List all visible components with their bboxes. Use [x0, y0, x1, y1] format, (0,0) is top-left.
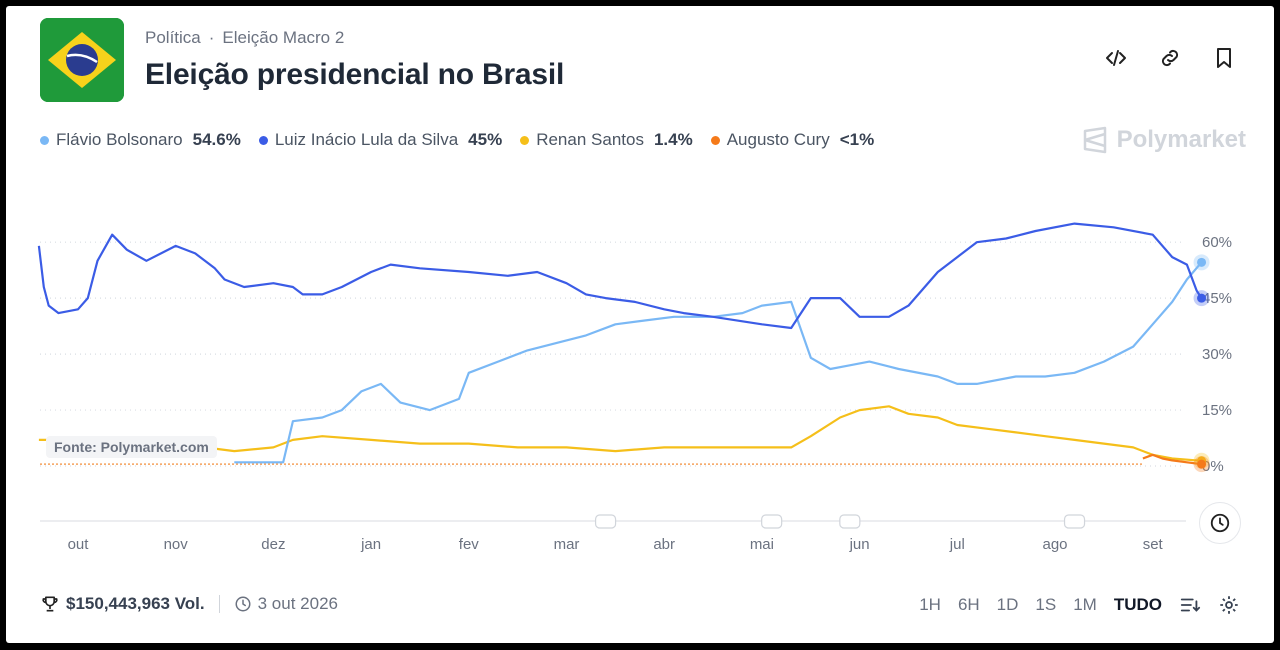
- breadcrumb-category[interactable]: Política: [145, 28, 201, 47]
- clock-icon: [1210, 513, 1230, 533]
- polymarket-logo: Polymarket: [1082, 126, 1246, 154]
- breadcrumb-separator: ·: [208, 28, 215, 47]
- legend-dot-icon: [258, 135, 268, 145]
- chart-legend: Flávio Bolsonaro 54.6% Luiz Inácio Lula …: [40, 130, 874, 150]
- series-line[interactable]: [234, 261, 1203, 464]
- toolbar: [1104, 46, 1236, 70]
- x-tick-label: jul: [949, 536, 965, 553]
- series-end-point[interactable]: [1197, 293, 1207, 303]
- event-marker[interactable]: [839, 514, 861, 529]
- y-tick-label: 45%: [1202, 290, 1232, 307]
- page-title: Eleição presidencial no Brasil: [145, 58, 565, 91]
- volume-label: $150,443,963 Vol.: [66, 594, 205, 613]
- range-1m-button[interactable]: 1M: [1073, 595, 1097, 614]
- brazil-flag-icon: [40, 18, 124, 102]
- legend-value: <1%: [839, 130, 875, 149]
- range-all-button[interactable]: TUDO: [1113, 595, 1162, 614]
- history-button[interactable]: [1199, 502, 1241, 544]
- x-tick-label: jan: [360, 536, 381, 553]
- legend-name: Renan Santos: [536, 130, 644, 149]
- event-marker[interactable]: [761, 514, 783, 529]
- x-tick-label: abr: [653, 536, 675, 553]
- breadcrumb-subcategory[interactable]: Eleição Macro 2: [222, 28, 345, 47]
- clock-icon: [235, 596, 251, 612]
- x-tick-label: out: [68, 536, 90, 553]
- legend-item: Luiz Inácio Lula da Silva 45%: [258, 130, 503, 150]
- legend-dot-icon: [710, 135, 720, 145]
- legend-value: 45%: [468, 130, 503, 149]
- x-tick-label: nov: [164, 536, 189, 553]
- x-tick-label: dez: [261, 536, 285, 553]
- market-meta: $150,443,963 Vol. 3 out 2026: [40, 594, 338, 614]
- embed-code-button[interactable]: [1104, 46, 1128, 70]
- y-tick-label: 60%: [1202, 234, 1232, 251]
- trophy-icon: [42, 596, 58, 612]
- event-marker[interactable]: [594, 514, 617, 529]
- legend-name: Flávio Bolsonaro: [56, 130, 183, 149]
- series-line[interactable]: [37, 222, 1203, 330]
- end-date-label: 3 out 2026: [257, 594, 338, 613]
- y-tick-label: 30%: [1202, 346, 1232, 363]
- link-icon: [1161, 49, 1179, 67]
- settings-gear-icon[interactable]: [1218, 594, 1240, 616]
- legend-value: 1.4%: [653, 130, 693, 149]
- legend-name: Luiz Inácio Lula da Silva: [274, 130, 459, 149]
- range-1d-button[interactable]: 1D: [996, 595, 1019, 614]
- market-card: Política · Eleição Macro 2 Eleição presi…: [6, 6, 1274, 643]
- range-selector: 1H 6H 1D 1S 1M TUDO: [919, 594, 1240, 616]
- series-end-point[interactable]: [1197, 459, 1207, 469]
- series-end-point[interactable]: [1197, 257, 1207, 267]
- y-tick-label: 15%: [1202, 402, 1232, 419]
- x-tick-label: jun: [849, 536, 870, 553]
- y-tick-label: 0%: [1202, 458, 1224, 475]
- x-tick-label: mai: [750, 536, 774, 553]
- legend-item: Flávio Bolsonaro 54.6%: [40, 130, 241, 150]
- x-tick-label: ago: [1042, 536, 1067, 553]
- price-chart[interactable]: 0% 15% 30% 45% 60% out nov dez jan fev mar abr mai ju…: [6, 6, 1274, 566]
- legend-item: Augusto Cury <1%: [710, 130, 875, 150]
- x-tick-label: fev: [459, 536, 480, 553]
- x-tick-label: set: [1143, 536, 1164, 553]
- range-1s-button[interactable]: 1S: [1035, 595, 1057, 614]
- legend-item: Renan Santos 1.4%: [520, 130, 693, 150]
- code-icon: [1106, 50, 1126, 66]
- legend-value: 54.6%: [192, 130, 241, 149]
- brand-name: Polymarket: [1116, 126, 1246, 153]
- divider: [218, 595, 220, 613]
- filter-list-icon[interactable]: [1179, 594, 1201, 616]
- event-marker[interactable]: [1063, 514, 1086, 529]
- series-line[interactable]: [1142, 453, 1202, 466]
- breadcrumb: Política · Eleição Macro 2: [145, 28, 344, 48]
- bookmark-icon: [1217, 48, 1231, 68]
- copy-link-button[interactable]: [1158, 46, 1182, 70]
- legend-name: Augusto Cury: [726, 130, 830, 149]
- range-1h-button[interactable]: 1H: [919, 595, 941, 614]
- legend-dot-icon: [40, 135, 49, 145]
- bookmark-button[interactable]: [1212, 46, 1236, 70]
- source-label: Fonte: Polymarket.com: [46, 436, 217, 458]
- polymarket-logo-icon: [1083, 126, 1106, 154]
- series-line[interactable]: [38, 405, 1202, 462]
- range-6h-button[interactable]: 6H: [957, 595, 980, 614]
- legend-dot-icon: [520, 135, 530, 145]
- x-tick-label: mar: [554, 536, 580, 553]
